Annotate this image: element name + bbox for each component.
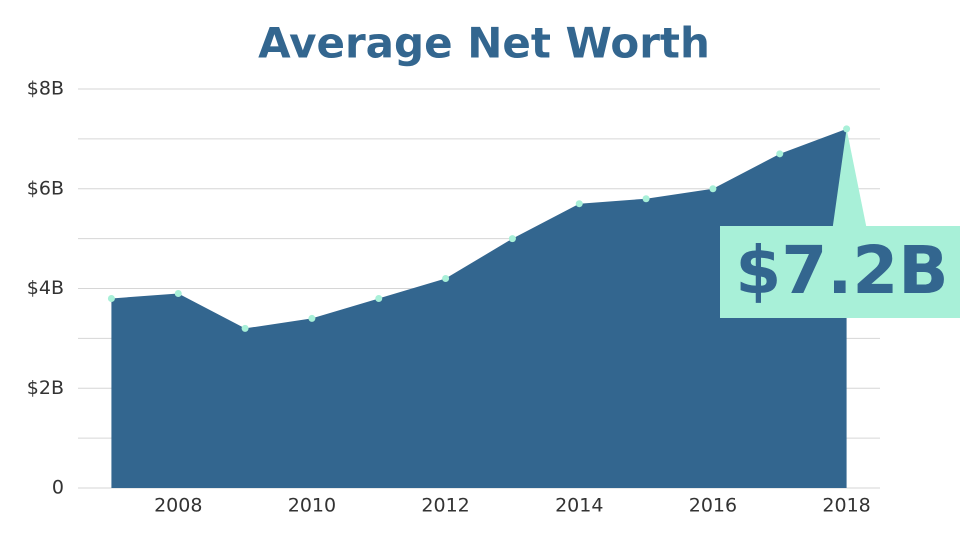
x-tick-label: 2010 bbox=[288, 495, 336, 517]
data-point bbox=[709, 185, 717, 193]
y-tick-label: $6B bbox=[27, 177, 64, 199]
data-point bbox=[642, 195, 650, 203]
area bbox=[111, 128, 847, 488]
data-point bbox=[776, 150, 784, 158]
x-tick-label: 2008 bbox=[154, 495, 202, 517]
x-tick-label: 2014 bbox=[555, 495, 603, 517]
y-tick-label: $4B bbox=[27, 277, 64, 299]
chart-title: Average Net Worth bbox=[258, 19, 710, 68]
y-tick-label: $8B bbox=[27, 78, 64, 100]
x-tick-label: 2018 bbox=[822, 495, 870, 517]
x-tick-label: 2016 bbox=[689, 495, 737, 517]
callout-pointer bbox=[832, 128, 867, 228]
y-tick-label: 0 bbox=[52, 477, 64, 499]
callout-box bbox=[720, 226, 960, 318]
value-label: $7.2B bbox=[735, 232, 948, 309]
data-point bbox=[508, 235, 516, 243]
data-point bbox=[575, 200, 583, 208]
data-point bbox=[375, 294, 383, 302]
data-point bbox=[308, 314, 316, 322]
data-point bbox=[442, 275, 450, 283]
data-point bbox=[107, 294, 115, 302]
x-tick-label: 2012 bbox=[421, 495, 469, 517]
data-point bbox=[174, 289, 182, 297]
y-tick-label: $2B bbox=[27, 377, 64, 399]
data-point bbox=[241, 324, 249, 332]
